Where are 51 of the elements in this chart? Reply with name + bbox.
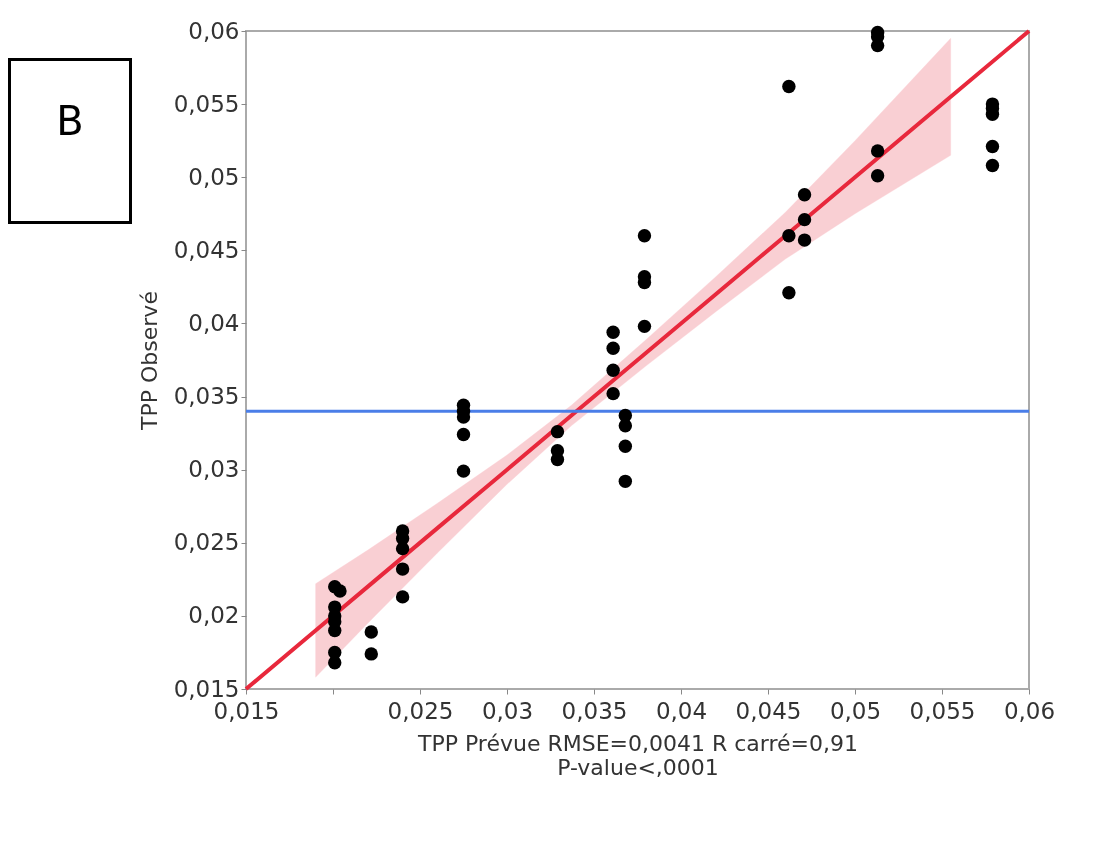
point	[456, 427, 471, 442]
point	[618, 419, 633, 433]
x-tick-label: 0,025	[387, 697, 454, 724]
x-tick-label: 0,045	[735, 697, 802, 724]
point	[333, 584, 347, 598]
point	[550, 452, 565, 467]
point	[395, 541, 410, 556]
x-tick-label: 0,03	[481, 697, 534, 724]
point	[797, 212, 812, 227]
y-tick-label: 0,04	[188, 309, 240, 336]
point	[364, 625, 378, 639]
point	[364, 647, 378, 661]
point	[985, 139, 1000, 154]
y-axis-title: TPP Observé	[136, 291, 162, 431]
point	[637, 319, 652, 334]
point	[395, 562, 410, 576]
y-tick-label: 0,06	[188, 17, 240, 44]
y-tick-label: 0,03	[188, 456, 240, 483]
x-tick-label: 0,05	[829, 697, 882, 724]
point	[395, 590, 410, 604]
point	[606, 363, 620, 377]
point	[606, 325, 620, 339]
point	[637, 229, 652, 243]
y-tick-label: 0,025	[173, 529, 240, 556]
point	[797, 188, 812, 202]
point	[782, 79, 796, 94]
point	[328, 655, 342, 670]
point	[985, 158, 1000, 173]
point	[618, 474, 633, 489]
y-tick-label: 0,055	[173, 90, 240, 117]
point	[606, 386, 620, 401]
point	[797, 233, 812, 247]
point	[782, 229, 796, 243]
point	[456, 464, 471, 478]
y-tick-label: 0,035	[173, 383, 240, 410]
point	[870, 144, 885, 158]
y-tick-label: 0,05	[188, 163, 240, 190]
y-tick-label: 0,02	[188, 602, 240, 629]
x-axis-title: TPP Prévue RMSE=0,0041 R carré=0,91 P-value<,0001	[417, 730, 858, 780]
point	[782, 286, 796, 300]
point	[870, 169, 885, 183]
line-series	[244, 29, 1031, 691]
point	[550, 424, 565, 439]
point	[606, 341, 620, 355]
x-tick-label: 0,035	[561, 697, 628, 724]
point	[618, 439, 633, 453]
y-tick-label: 0,045	[173, 236, 240, 263]
text: B	[8, 58, 132, 224]
x-tick-label: 0,04	[655, 697, 708, 724]
x-tick-label: 0,055	[909, 697, 976, 724]
x-tick-label: 0,06	[1003, 697, 1056, 724]
